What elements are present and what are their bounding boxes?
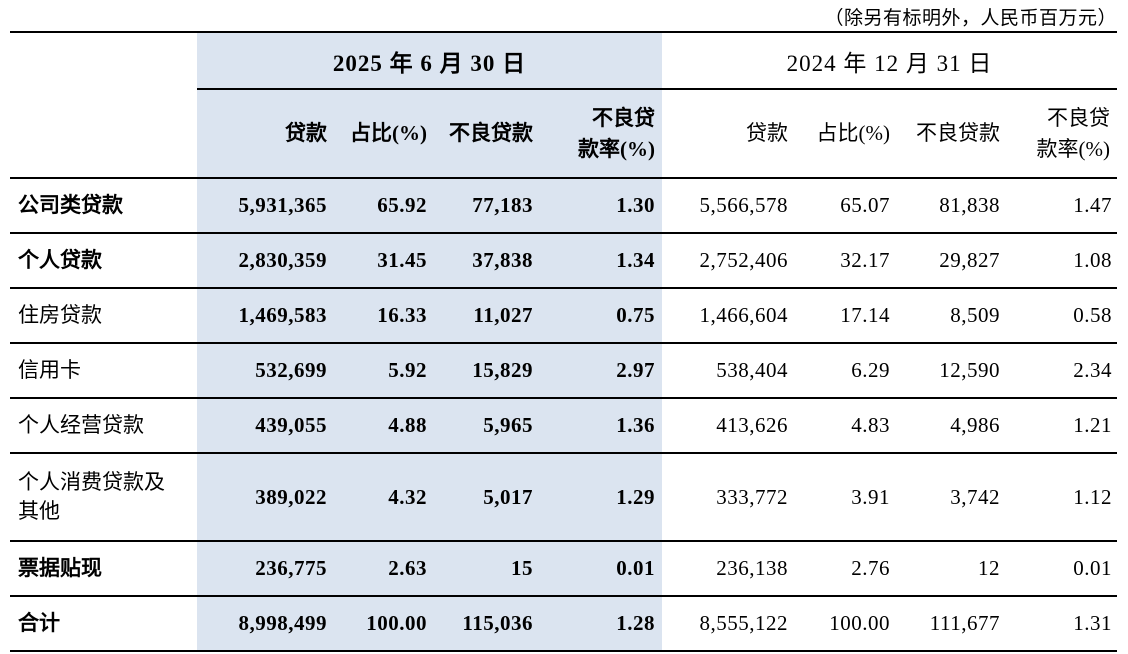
cell-2025-npl: 15 xyxy=(434,541,540,597)
cell-2025-npl: 11,027 xyxy=(434,288,540,344)
table-row-personal-consumption-loans: 个人消费贷款及 其他 389,022 4.32 5,017 1.29 333,7… xyxy=(10,453,1117,542)
cell-2025-share: 31.45 xyxy=(334,233,434,289)
cell-2025-share: 100.00 xyxy=(334,596,434,652)
col-header-2025-share: 占比(%) xyxy=(334,89,434,179)
cell-2025-share: 4.88 xyxy=(334,398,434,454)
cell-2025-npl: 77,183 xyxy=(434,178,540,234)
cell-2024-npl-ratio: 0.01 xyxy=(1007,541,1117,597)
unit-note: （除另有标明外，人民币百万元） xyxy=(824,8,1117,29)
row-label: 个人贷款 xyxy=(10,233,197,289)
table-row-credit-card: 信用卡 532,699 5.92 15,829 2.97 538,404 6.2… xyxy=(10,343,1117,399)
table-row-personal-business-loans: 个人经营贷款 439,055 4.88 5,965 1.36 413,626 4… xyxy=(10,398,1117,454)
cell-2024-npl: 12 xyxy=(897,541,1007,597)
cell-2025-loans: 1,469,583 xyxy=(197,288,334,344)
cell-2025-npl: 37,838 xyxy=(434,233,540,289)
cell-2025-loans: 532,699 xyxy=(197,343,334,399)
col-header-2025-loans: 贷款 xyxy=(197,89,334,179)
col-header-2025-npl: 不良贷款 xyxy=(434,89,540,179)
period-header-row: 2025 年 6 月 30 日 2024 年 12 月 31 日 xyxy=(10,31,1117,179)
cell-2024-npl-ratio: 1.21 xyxy=(1007,398,1117,454)
cell-2024-share: 100.00 xyxy=(795,596,897,652)
cell-2024-npl: 81,838 xyxy=(897,178,1007,234)
col-header-2024-share: 占比(%) xyxy=(795,89,897,179)
cell-2024-loans: 538,404 xyxy=(662,343,795,399)
cell-2024-share: 3.91 xyxy=(795,453,897,542)
cell-2024-npl-ratio: 1.31 xyxy=(1007,596,1117,652)
cell-2024-npl: 111,677 xyxy=(897,596,1007,652)
cell-2025-npl: 5,965 xyxy=(434,398,540,454)
cell-2025-loans: 5,931,365 xyxy=(197,178,334,234)
cell-2024-loans: 5,566,578 xyxy=(662,178,795,234)
cell-2024-loans: 333,772 xyxy=(662,453,795,542)
cell-2025-loans: 439,055 xyxy=(197,398,334,454)
corner-cell xyxy=(10,31,197,179)
table-row-housing-loans: 住房贷款 1,469,583 16.33 11,027 0.75 1,466,6… xyxy=(10,288,1117,344)
period-header-2024: 2024 年 12 月 31 日 xyxy=(662,31,1117,90)
cell-2025-loans: 389,022 xyxy=(197,453,334,542)
cell-2024-npl: 8,509 xyxy=(897,288,1007,344)
cell-2024-npl-ratio: 2.34 xyxy=(1007,343,1117,399)
column-header-row: 贷款 占比(%) 不良贷款 不良贷 款率(%) 贷款 占比(%) 不良贷款 不良… xyxy=(10,89,1117,179)
cell-2025-share: 4.32 xyxy=(334,453,434,542)
period-header-2025: 2025 年 6 月 30 日 xyxy=(197,31,662,90)
cell-2024-npl: 12,590 xyxy=(897,343,1007,399)
cell-2024-loans: 1,466,604 xyxy=(662,288,795,344)
cell-2024-npl: 3,742 xyxy=(897,453,1007,542)
row-label: 票据贴现 xyxy=(10,541,197,597)
cell-2024-share: 65.07 xyxy=(795,178,897,234)
cell-2025-npl-ratio: 0.75 xyxy=(540,288,662,344)
row-label: 信用卡 xyxy=(10,343,197,399)
cell-2024-npl-ratio: 1.08 xyxy=(1007,233,1117,289)
table-row-discounted-bills: 票据贴现 236,775 2.63 15 0.01 236,138 2.76 1… xyxy=(10,541,1117,597)
cell-2024-share: 6.29 xyxy=(795,343,897,399)
table-row-total: 合计 8,998,499 100.00 115,036 1.28 8,555,1… xyxy=(10,596,1117,652)
loan-distribution-table: 2025 年 6 月 30 日 2024 年 12 月 31 日 贷款 占比(%… xyxy=(10,31,1117,652)
cell-2024-npl-ratio: 1.12 xyxy=(1007,453,1117,542)
cell-2025-loans: 8,998,499 xyxy=(197,596,334,652)
cell-2025-npl-ratio: 1.28 xyxy=(540,596,662,652)
cell-2025-share: 5.92 xyxy=(334,343,434,399)
cell-2025-npl: 115,036 xyxy=(434,596,540,652)
cell-2024-share: 2.76 xyxy=(795,541,897,597)
row-label: 个人经营贷款 xyxy=(10,398,197,454)
table-row-corporate-loans: 公司类贷款 5,931,365 65.92 77,183 1.30 5,566,… xyxy=(10,178,1117,234)
cell-2024-loans: 236,138 xyxy=(662,541,795,597)
cell-2025-npl-ratio: 1.34 xyxy=(540,233,662,289)
col-header-2024-npl-ratio: 不良贷 款率(%) xyxy=(1007,89,1117,179)
cell-2025-npl: 5,017 xyxy=(434,453,540,542)
cell-2025-share: 16.33 xyxy=(334,288,434,344)
col-header-2024-loans: 贷款 xyxy=(662,89,795,179)
cell-2025-npl-ratio: 1.29 xyxy=(540,453,662,542)
cell-2025-npl-ratio: 1.36 xyxy=(540,398,662,454)
cell-2025-npl-ratio: 1.30 xyxy=(540,178,662,234)
cell-2024-npl: 4,986 xyxy=(897,398,1007,454)
cell-2025-npl: 15,829 xyxy=(434,343,540,399)
cell-2024-loans: 413,626 xyxy=(662,398,795,454)
cell-2024-npl-ratio: 0.58 xyxy=(1007,288,1117,344)
cell-2025-loans: 236,775 xyxy=(197,541,334,597)
col-header-2024-npl: 不良贷款 xyxy=(897,89,1007,179)
cell-2025-share: 65.92 xyxy=(334,178,434,234)
cell-2025-loans: 2,830,359 xyxy=(197,233,334,289)
cell-2025-share: 2.63 xyxy=(334,541,434,597)
cell-2024-share: 32.17 xyxy=(795,233,897,289)
cell-2024-loans: 2,752,406 xyxy=(662,233,795,289)
cell-2024-npl-ratio: 1.47 xyxy=(1007,178,1117,234)
row-label: 住房贷款 xyxy=(10,288,197,344)
cell-2024-share: 4.83 xyxy=(795,398,897,454)
row-label: 公司类贷款 xyxy=(10,178,197,234)
cell-2024-npl: 29,827 xyxy=(897,233,1007,289)
cell-2024-loans: 8,555,122 xyxy=(662,596,795,652)
row-label: 合计 xyxy=(10,596,197,652)
cell-2025-npl-ratio: 0.01 xyxy=(540,541,662,597)
row-label: 个人消费贷款及 其他 xyxy=(10,453,197,542)
table-row-personal-loans: 个人贷款 2,830,359 31.45 37,838 1.34 2,752,4… xyxy=(10,233,1117,289)
cell-2024-share: 17.14 xyxy=(795,288,897,344)
col-header-2025-npl-ratio: 不良贷 款率(%) xyxy=(540,89,662,179)
cell-2025-npl-ratio: 2.97 xyxy=(540,343,662,399)
